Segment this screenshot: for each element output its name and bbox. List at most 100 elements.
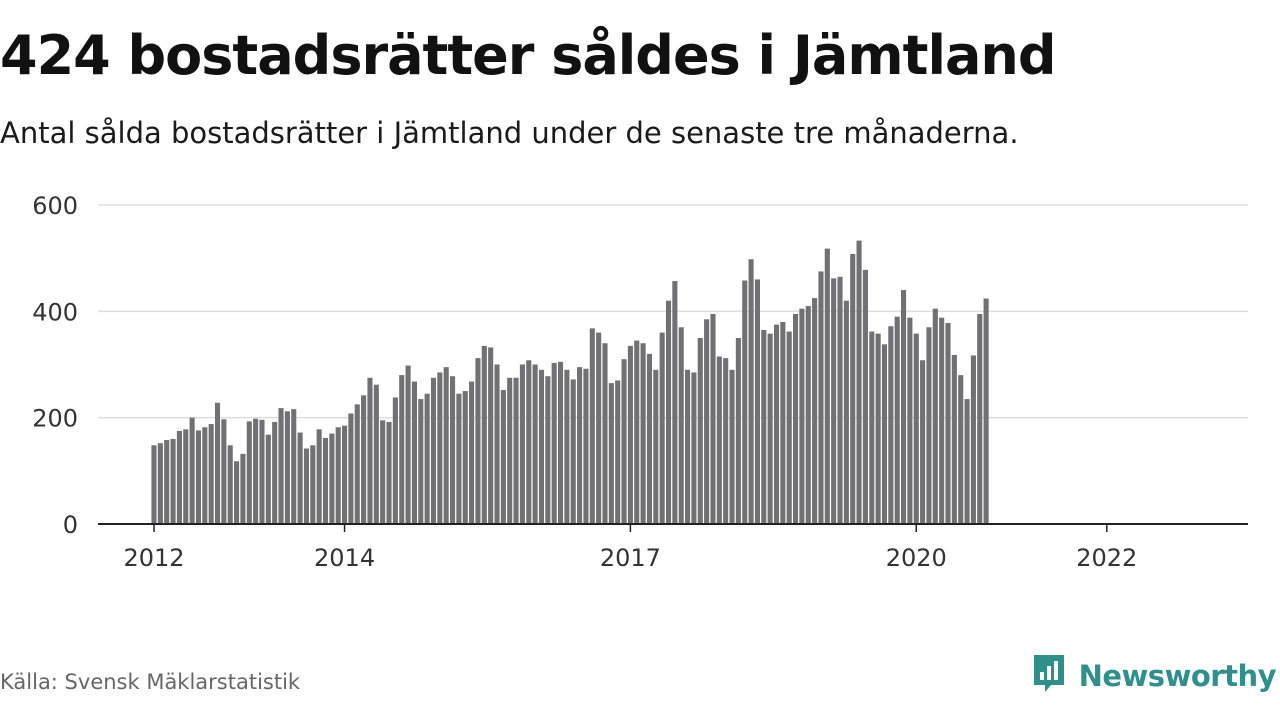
bar xyxy=(519,364,525,524)
bar xyxy=(570,379,576,524)
bar xyxy=(265,434,271,524)
bar xyxy=(551,362,557,524)
bar xyxy=(818,271,824,524)
bar xyxy=(310,445,316,524)
bar xyxy=(634,340,640,524)
bar xyxy=(538,369,545,524)
bar xyxy=(189,417,195,524)
bar xyxy=(214,402,221,524)
bar xyxy=(405,365,411,524)
bar xyxy=(716,356,722,524)
bar xyxy=(335,427,341,524)
bar xyxy=(615,380,621,524)
y-tick-label: 200 xyxy=(32,405,78,433)
x-tick-label: 2020 xyxy=(886,544,947,572)
bar xyxy=(500,390,506,524)
bar xyxy=(392,397,398,524)
bar xyxy=(342,425,348,524)
bar xyxy=(291,409,297,524)
bar xyxy=(195,430,202,524)
bar xyxy=(939,317,945,524)
bar xyxy=(920,360,926,524)
bar xyxy=(469,381,475,524)
bar xyxy=(704,319,710,524)
y-tick-label: 400 xyxy=(32,298,78,326)
bar xyxy=(646,353,653,524)
bar xyxy=(227,445,233,524)
brand: Newsworthy xyxy=(1031,652,1277,699)
bar xyxy=(354,404,360,525)
bar xyxy=(303,448,309,524)
bar xyxy=(545,376,551,524)
bar xyxy=(608,383,614,524)
x-tick-label: 2012 xyxy=(123,544,184,572)
bar xyxy=(557,361,564,524)
bar xyxy=(850,253,856,524)
bar xyxy=(653,369,659,524)
bar xyxy=(710,313,716,524)
bar xyxy=(805,306,811,524)
bar xyxy=(862,269,868,524)
bar xyxy=(272,421,278,524)
bar xyxy=(678,327,684,524)
bar xyxy=(589,328,595,524)
bar xyxy=(443,367,449,524)
bar xyxy=(449,376,456,524)
bar xyxy=(748,259,754,524)
bar xyxy=(983,298,989,524)
bar xyxy=(316,429,322,524)
bar xyxy=(621,359,627,524)
bar xyxy=(875,333,881,524)
bar xyxy=(373,384,379,524)
bar-chart: 0 200 400 600 424 2012 2014 2017 2020 2022 xyxy=(32,180,1248,572)
bar xyxy=(970,355,976,524)
bar xyxy=(297,432,303,524)
source-note: Källa: Svensk Mäklarstatistik xyxy=(0,670,301,694)
bar xyxy=(221,419,227,524)
bar xyxy=(462,391,468,524)
bar xyxy=(856,240,862,524)
bar xyxy=(843,300,849,524)
bar xyxy=(481,345,487,524)
y-tick-label: 600 xyxy=(32,192,78,220)
bar xyxy=(475,358,481,524)
bar xyxy=(812,298,818,524)
bar xyxy=(564,369,570,524)
bar xyxy=(881,344,888,524)
bar xyxy=(659,332,665,524)
bar xyxy=(348,413,354,524)
bar xyxy=(697,337,703,524)
bar xyxy=(240,453,246,524)
bar xyxy=(386,421,392,524)
bar xyxy=(329,433,335,524)
bar xyxy=(869,331,875,524)
bar xyxy=(627,345,633,524)
bar xyxy=(685,369,691,524)
bar xyxy=(602,343,608,524)
bar xyxy=(824,248,830,524)
bar xyxy=(723,358,729,524)
bar xyxy=(729,369,735,524)
bar xyxy=(253,418,259,524)
bar xyxy=(742,280,748,524)
bar xyxy=(596,332,602,524)
bar xyxy=(837,276,843,524)
page-title: 424 bostadsrätter såldes i Jämtland xyxy=(0,24,1056,87)
bar xyxy=(424,393,430,524)
newsworthy-logo-icon xyxy=(1031,652,1067,699)
bar xyxy=(773,324,780,525)
bar xyxy=(977,313,983,524)
bar xyxy=(640,343,646,524)
bar xyxy=(761,329,767,524)
page-subtitle: Antal sålda bostadsrätter i Jämtland und… xyxy=(0,116,1019,150)
bar xyxy=(894,316,900,524)
bar xyxy=(507,377,513,524)
bar xyxy=(164,440,170,524)
bar xyxy=(932,308,938,524)
bar xyxy=(793,313,799,524)
bar xyxy=(532,364,538,524)
bar xyxy=(202,427,208,524)
bar xyxy=(361,395,367,524)
bar xyxy=(411,381,417,524)
bar xyxy=(958,375,964,524)
